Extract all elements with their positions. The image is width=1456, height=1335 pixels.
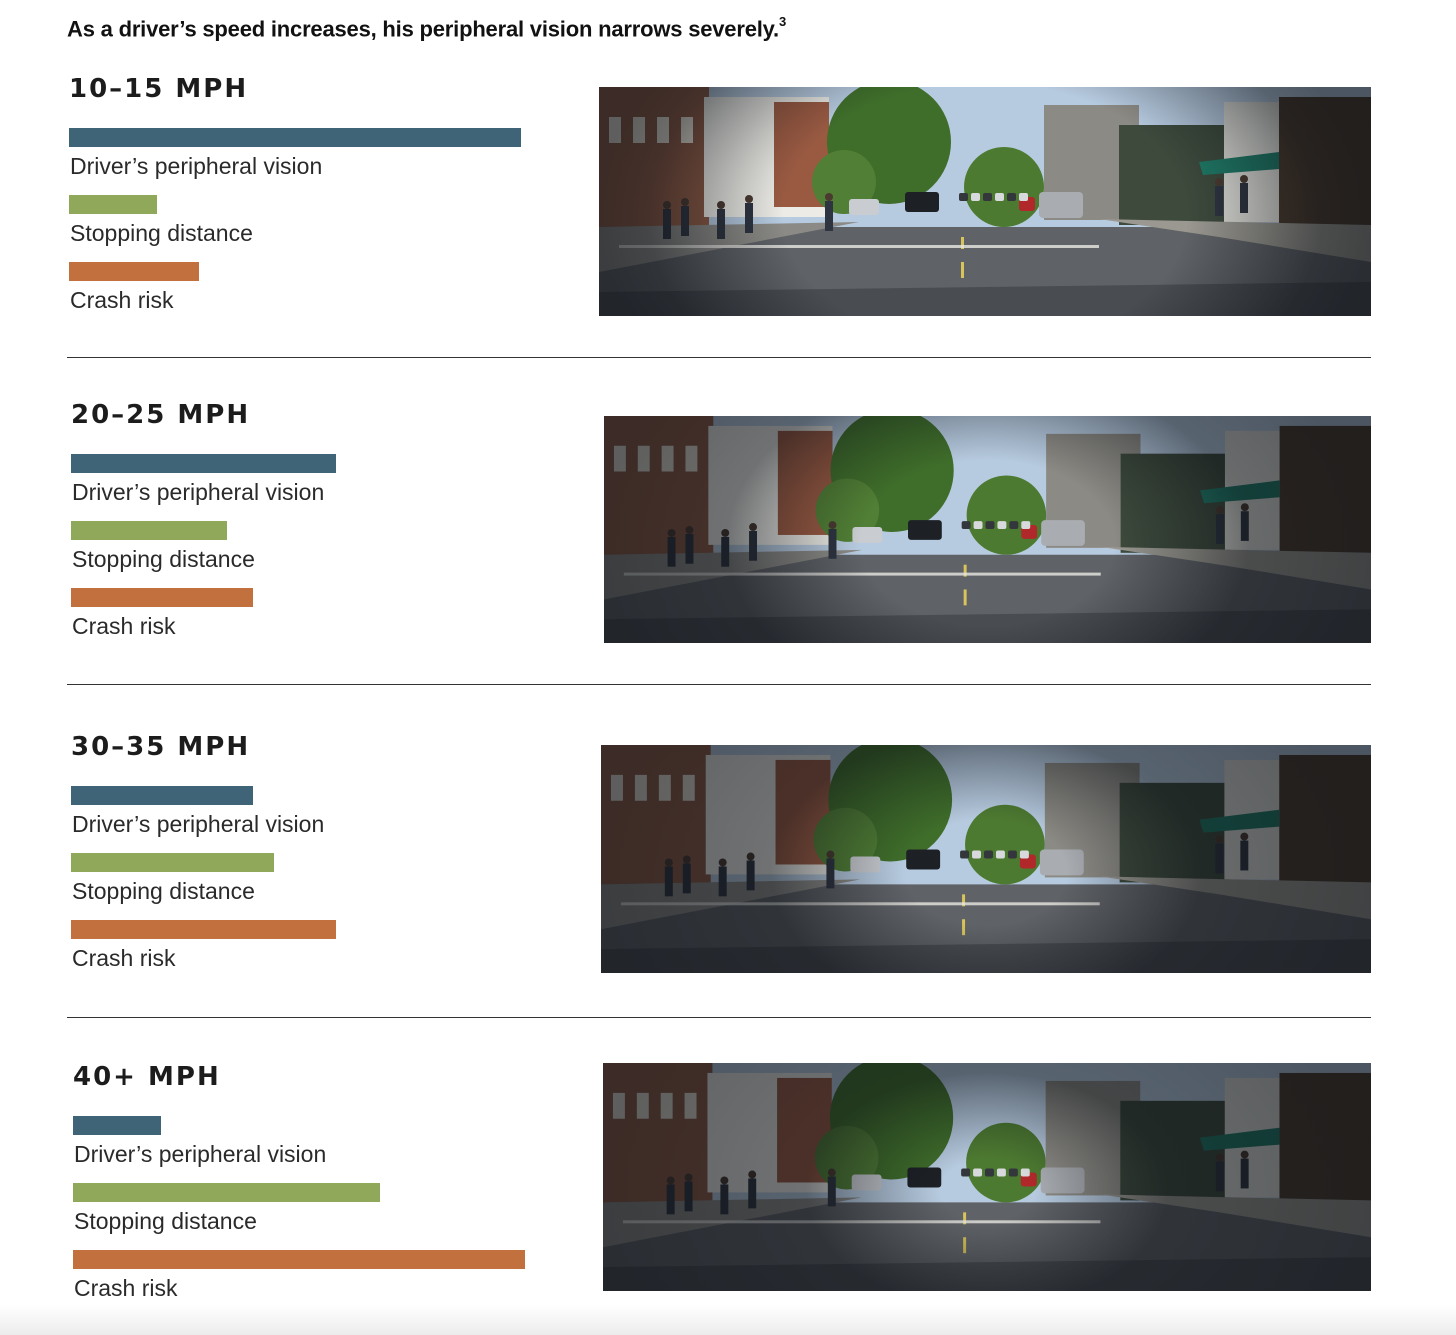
stopping-distance-label: Stopping distance: [74, 1208, 257, 1234]
peripheral-vision-label: Driver’s peripheral vision: [72, 811, 325, 837]
peripheral-vision-bar: [69, 128, 521, 147]
stopping-distance-bar: [71, 521, 227, 540]
peripheral-vision-bar: [71, 454, 336, 473]
panel-divider: [67, 684, 1371, 685]
peripheral-vision-label: Driver’s peripheral vision: [70, 153, 323, 179]
stopping-distance-bar: [73, 1183, 380, 1202]
crash-risk-label: Crash risk: [74, 1275, 178, 1301]
crash-risk-bar: [71, 588, 253, 607]
peripheral-vision-label: Driver’s peripheral vision: [74, 1141, 327, 1167]
crash-risk-label: Crash risk: [72, 613, 176, 639]
headline: As a driver’s speed increases, his perip…: [67, 14, 786, 42]
speed-heading: 10–15 MPH: [69, 74, 249, 104]
street-photo: [604, 416, 1371, 643]
crash-risk-bar: [73, 1250, 525, 1269]
stopping-distance-label: Stopping distance: [72, 546, 255, 572]
panel-divider: [67, 357, 1371, 358]
crash-risk-label: Crash risk: [72, 945, 176, 971]
speed-heading: 30–35 MPH: [71, 732, 251, 762]
crash-risk-bar: [69, 262, 199, 281]
speed-heading: 20–25 MPH: [71, 400, 251, 430]
peripheral-vision-label: Driver’s peripheral vision: [72, 479, 325, 505]
stopping-distance-label: Stopping distance: [70, 220, 253, 246]
crash-risk-label: Crash risk: [70, 287, 174, 313]
stopping-distance-bar: [71, 853, 274, 872]
street-photo: [603, 1063, 1371, 1291]
panel-divider: [67, 1017, 1371, 1018]
stopping-distance-label: Stopping distance: [72, 878, 255, 904]
street-photo: [601, 745, 1371, 973]
bottom-fade: [0, 1305, 1456, 1335]
crash-risk-bar: [71, 920, 336, 939]
peripheral-vision-bar: [71, 786, 253, 805]
peripheral-vision-bar: [73, 1116, 161, 1135]
footnote-marker: 3: [778, 14, 786, 29]
headline-text: As a driver’s speed increases, his perip…: [67, 16, 779, 42]
stopping-distance-bar: [69, 195, 157, 214]
street-photo: [599, 87, 1371, 316]
speed-heading: 40+ MPH: [73, 1062, 221, 1092]
